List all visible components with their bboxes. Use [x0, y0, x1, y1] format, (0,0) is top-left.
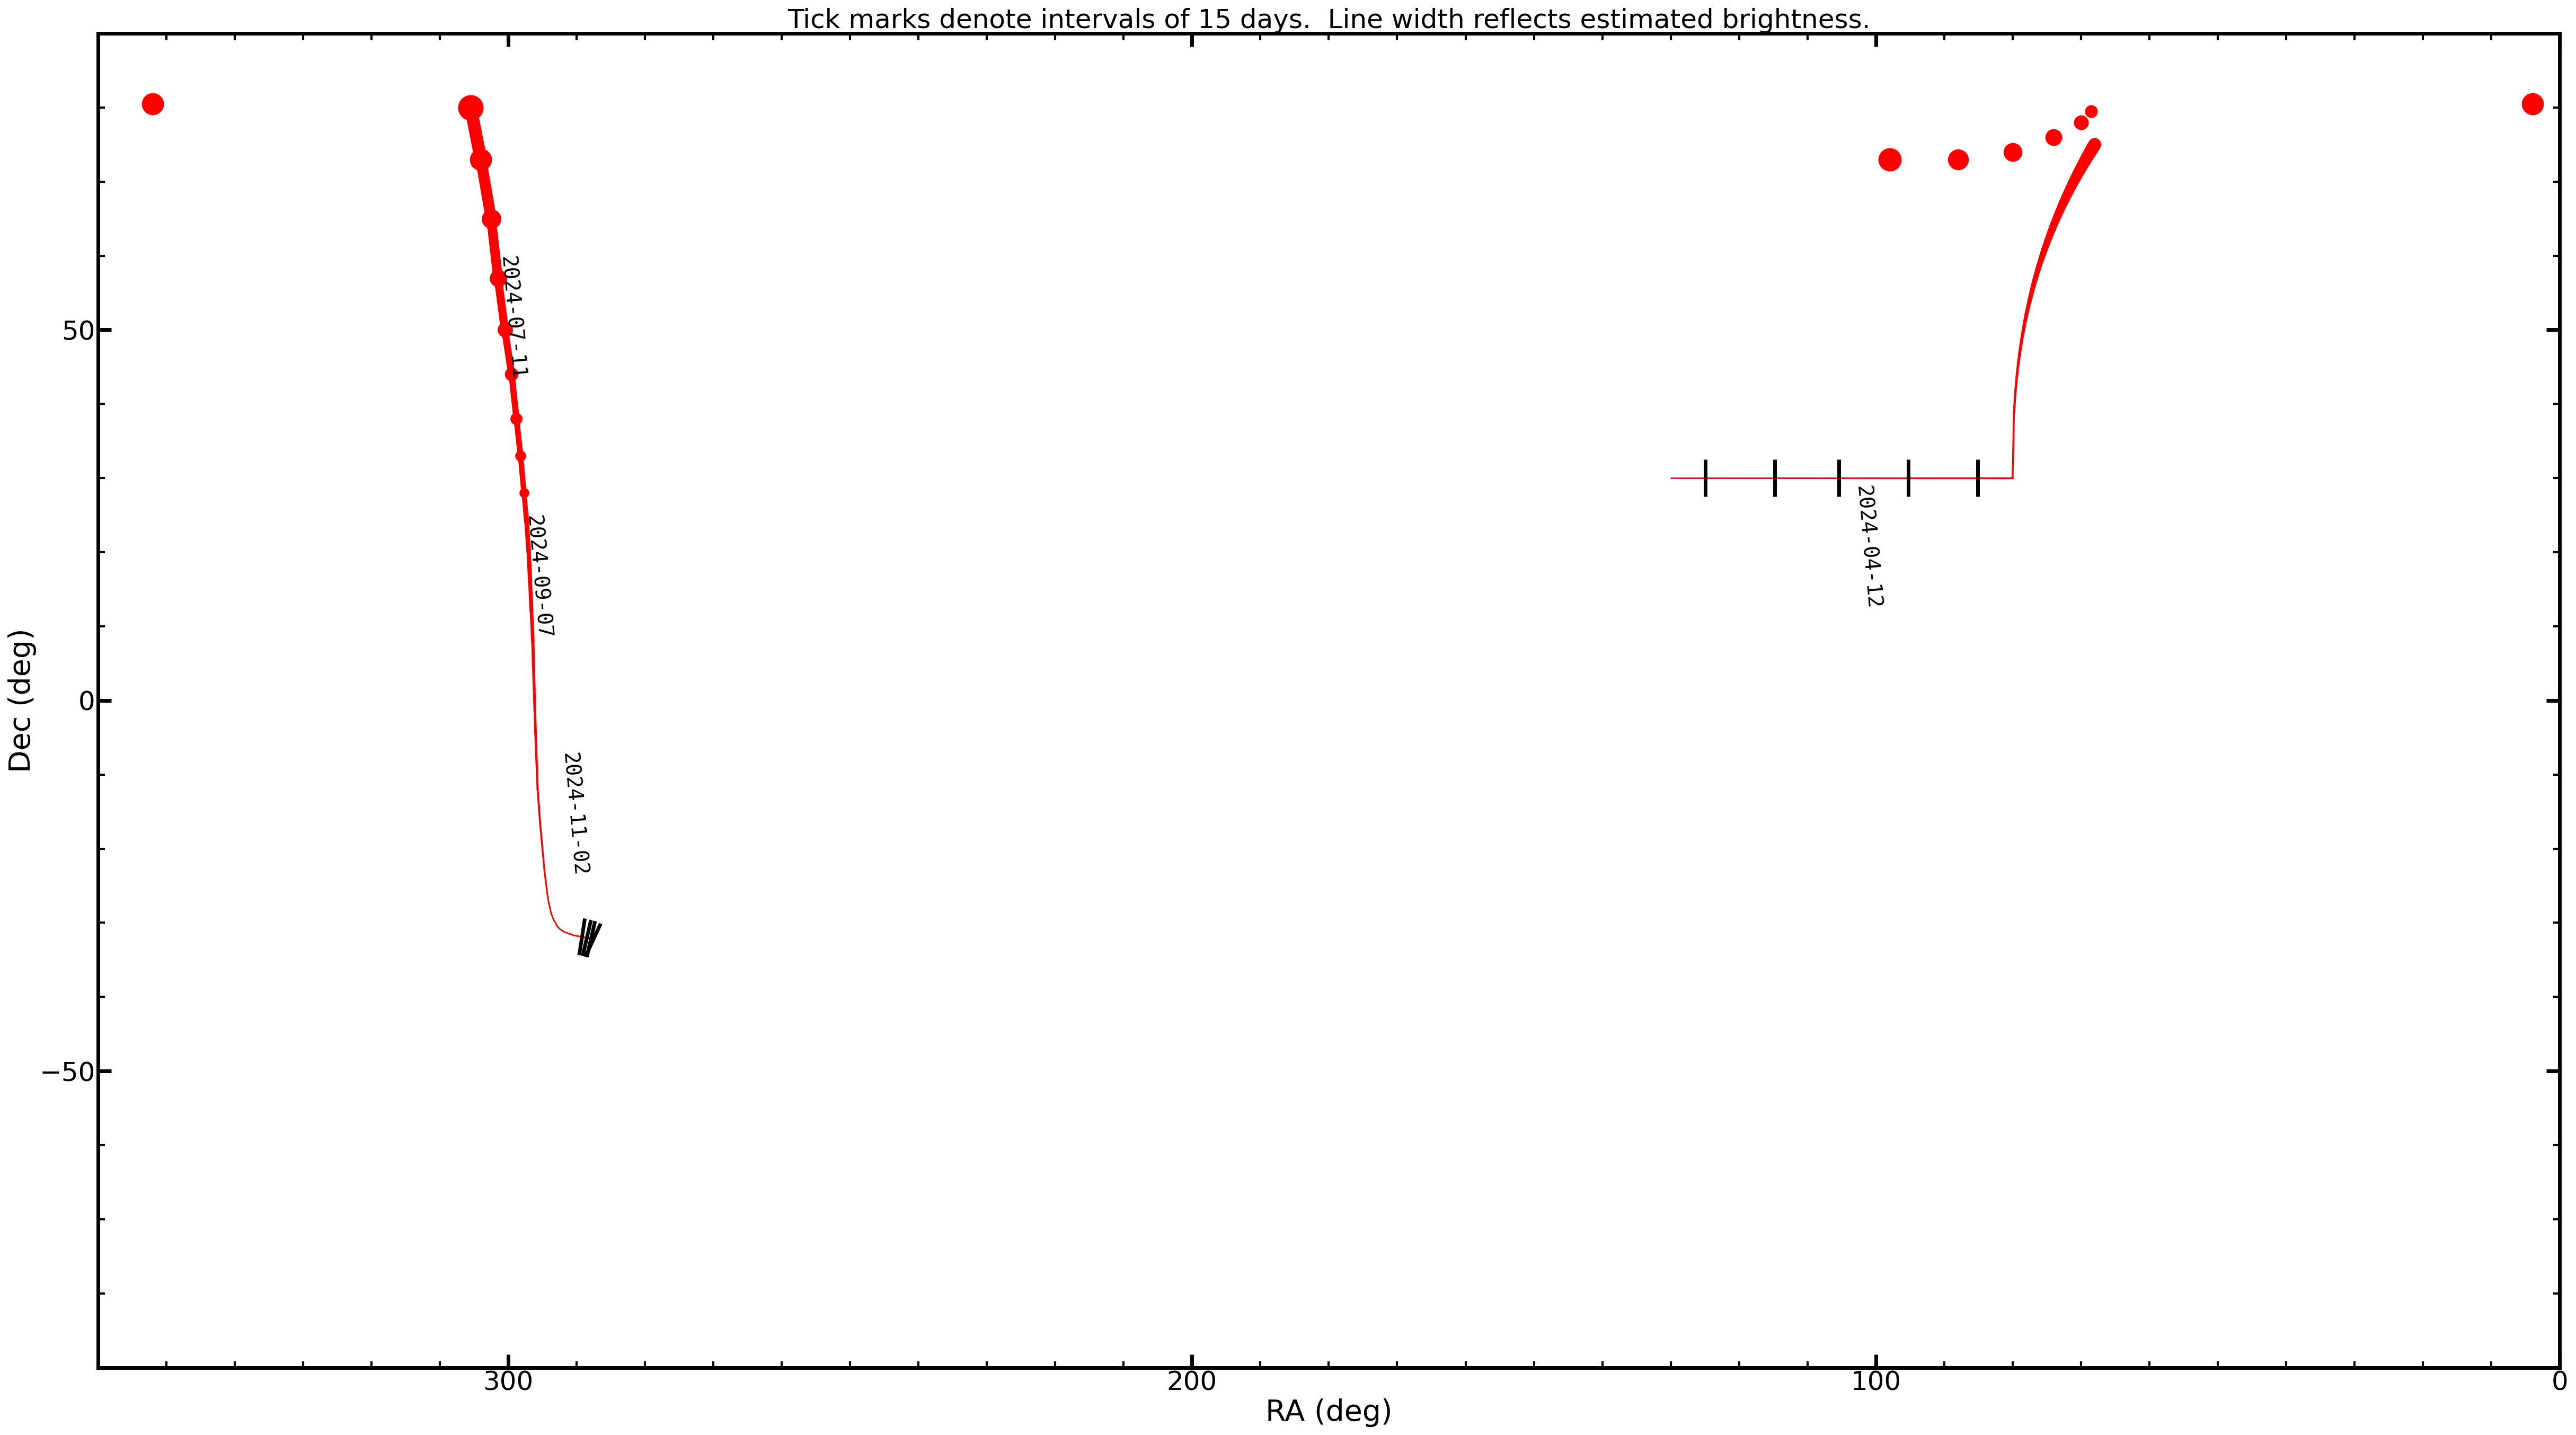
Point	[477, 267, 518, 290]
X-axis label: RA (deg): RA (deg)	[1265, 1399, 1391, 1426]
Point	[2512, 92, 2553, 115]
Text: 2024-11-02: 2024-11-02	[559, 752, 590, 877]
Point	[1870, 148, 1911, 171]
Point	[495, 408, 536, 430]
Point	[484, 319, 526, 342]
Y-axis label: Dec (deg): Dec (deg)	[8, 629, 36, 772]
Text: 2024-09-07: 2024-09-07	[523, 514, 554, 640]
Point	[2032, 126, 2074, 149]
Point	[2061, 110, 2102, 133]
Title: Tick marks denote intervals of 15 days.  Line width reflects estimated brightnes: Tick marks denote intervals of 15 days. …	[788, 9, 1870, 33]
Point	[1991, 141, 2032, 164]
Text: 2024-07-11: 2024-07-11	[497, 255, 528, 380]
Point	[461, 148, 502, 171]
Text: 2024-04-12: 2024-04-12	[1852, 485, 1883, 610]
Point	[2071, 99, 2112, 122]
Point	[471, 207, 513, 230]
Point	[1937, 148, 1978, 171]
Point	[500, 445, 541, 468]
Point	[451, 96, 492, 119]
Point	[502, 481, 544, 504]
Point	[492, 363, 533, 386]
Point	[131, 92, 173, 115]
